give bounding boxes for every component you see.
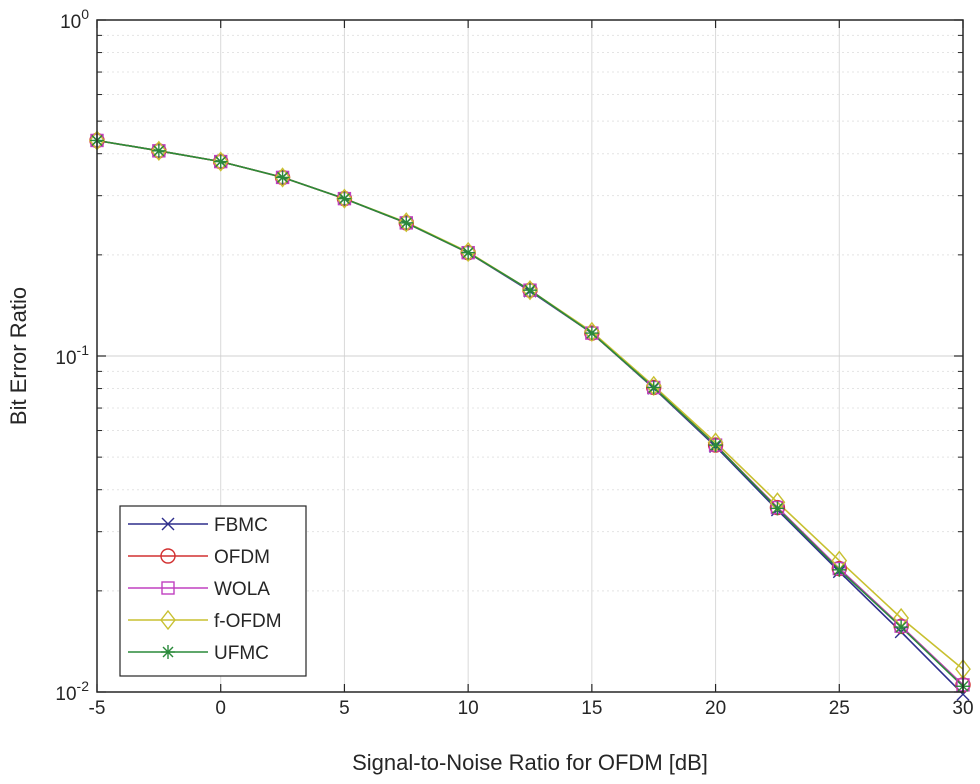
legend-marker <box>161 581 175 595</box>
data-point-ufmc <box>523 283 537 298</box>
data-point-ufmc <box>832 562 847 577</box>
x-tick-label: 5 <box>339 698 350 719</box>
legend-label: OFDM <box>214 547 270 568</box>
x-tick-label: 10 <box>458 698 479 719</box>
data-point-ufmc <box>275 170 290 185</box>
data-point-f-ofdm <box>150 140 167 161</box>
data-point-ufmc <box>584 326 599 341</box>
legend-label: WOLA <box>214 579 270 600</box>
data-point-f-ofdm <box>398 212 415 233</box>
series-markers <box>89 130 971 701</box>
y-tick-label: 10-1 <box>55 342 89 369</box>
x-tick-label: 30 <box>952 698 973 719</box>
legend: FBMC OFDM WOLA f-OFDM UFMC <box>119 505 307 677</box>
legend-item-wola: WOLA <box>128 579 270 600</box>
legend-item-fbmc: FBMC <box>128 515 268 536</box>
data-point-f-ofdm <box>274 167 291 188</box>
data-point-ufmc <box>337 191 352 206</box>
y-axis-title: Bit Error Ratio <box>6 287 31 425</box>
data-point-f-ofdm <box>522 280 538 301</box>
legend-item-ufmc: UFMC <box>128 643 269 664</box>
x-tick-label: -5 <box>89 698 106 719</box>
x-tick-label: 0 <box>215 698 226 719</box>
data-point-ufmc <box>708 438 723 453</box>
data-point-ufmc <box>213 154 228 169</box>
data-point-ufmc <box>461 245 476 260</box>
grid <box>97 20 963 692</box>
legend-marker <box>160 548 176 564</box>
legend-item-f-ofdm: f-OFDM <box>128 609 282 632</box>
data-point-ufmc <box>894 620 909 635</box>
data-point-ufmc <box>646 380 661 395</box>
data-point-ufmc <box>770 501 785 516</box>
data-point-f-ofdm <box>212 151 229 172</box>
x-tick-label: 25 <box>829 698 850 719</box>
y-tick-label: 10-2 <box>55 678 89 705</box>
legend-marker <box>160 609 176 631</box>
x-tick-label: 20 <box>705 698 726 719</box>
x-axis: -5 0 5 10 15 20 25 30 <box>89 20 974 719</box>
legend-marker <box>161 645 175 659</box>
y-axis: 100 10-1 10-2 <box>55 6 963 705</box>
data-point-f-ofdm <box>336 188 353 209</box>
data-point-ufmc <box>151 143 166 158</box>
data-point-ufmc <box>399 215 414 230</box>
legend-item-ofdm: OFDM <box>128 547 270 568</box>
legend-label: FBMC <box>214 515 268 536</box>
x-axis-title: Signal-to-Noise Ratio for OFDM [dB] <box>352 750 708 775</box>
legend-label: f-OFDM <box>214 611 282 632</box>
legend-box <box>119 505 307 677</box>
legend-marker <box>161 517 175 531</box>
x-tick-label: 15 <box>581 698 602 719</box>
legend-label: UFMC <box>214 643 269 664</box>
y-tick-label: 100 <box>60 6 89 33</box>
